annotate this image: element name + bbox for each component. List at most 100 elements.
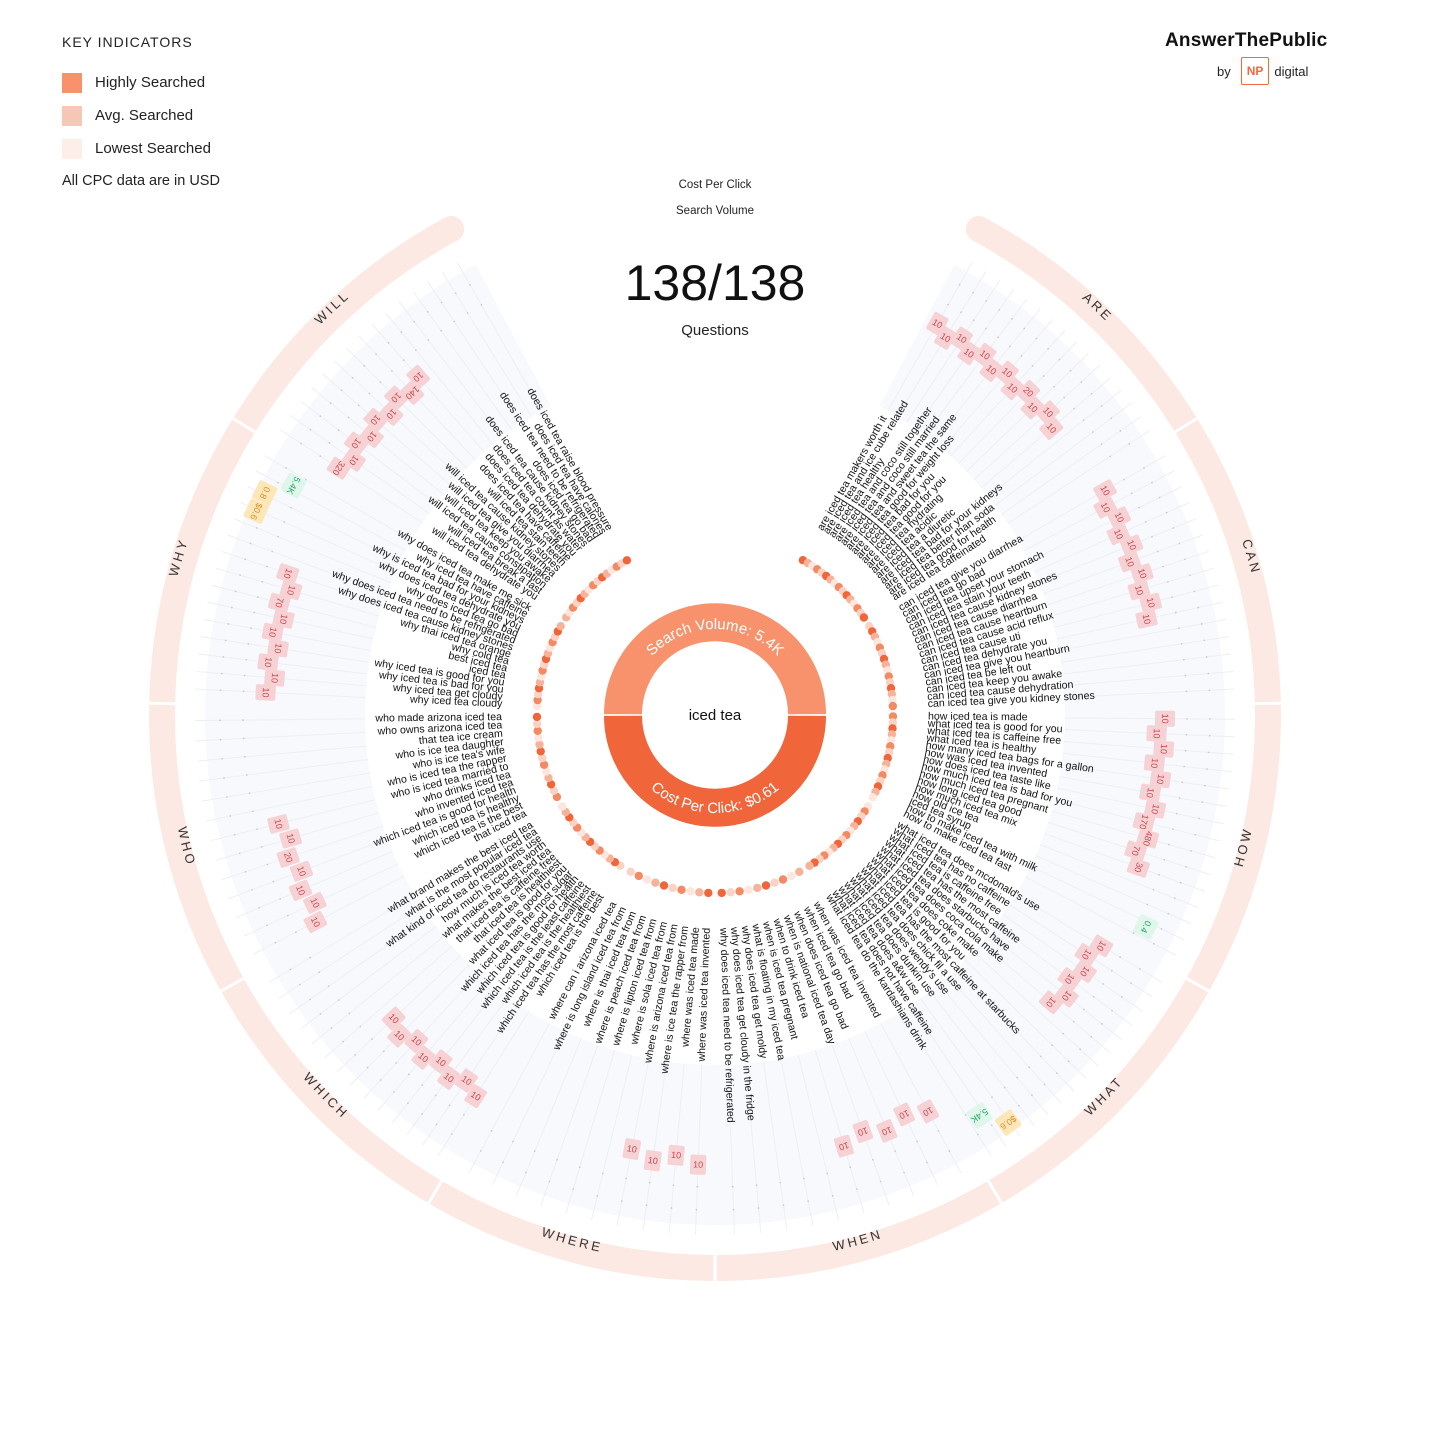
badge-value: 10	[387, 1011, 401, 1025]
badge-bg	[404, 1028, 429, 1053]
empty-cell-dot	[1151, 481, 1153, 484]
badge-value: 10	[411, 370, 425, 384]
ring-divider	[1172, 416, 1200, 435]
spoke-line	[1035, 855, 1192, 925]
empty-cell-dot	[1146, 903, 1149, 906]
spoke-line	[947, 975, 1062, 1104]
ring-divider	[230, 416, 258, 435]
question-label[interactable]: who made arizona iced tea	[374, 711, 502, 724]
empty-cell-dot	[244, 558, 247, 561]
cell-bg	[1133, 914, 1159, 940]
empty-cell-dot	[1119, 430, 1122, 432]
volume-badge: 10	[1127, 580, 1151, 601]
volume-badge: 140	[400, 380, 425, 405]
volume-badge: 10	[1135, 609, 1158, 629]
empty-cell-dot	[696, 1185, 699, 1188]
cpc-arc	[604, 715, 826, 827]
volume-badge: 10	[363, 408, 388, 432]
badge-value: 10	[626, 1143, 638, 1155]
badge-bg	[255, 684, 276, 701]
empty-cell-dot	[1042, 375, 1045, 377]
badge-value: 10	[1005, 381, 1019, 395]
volume-dot	[704, 888, 713, 898]
empty-cell-dot	[274, 941, 277, 944]
spoke-line	[233, 518, 392, 584]
volume-dot	[735, 887, 744, 896]
badge-value: 10	[260, 687, 270, 698]
empty-cell-dot	[340, 389, 343, 392]
empty-cell-dot	[454, 292, 457, 295]
empty-cell-dot	[440, 329, 443, 332]
volume-dot	[542, 767, 551, 776]
badge-value: 10	[308, 896, 321, 909]
badge-bg	[387, 1023, 412, 1048]
empty-cell-dot	[556, 1158, 558, 1161]
empty-cell-dot	[1123, 478, 1125, 481]
spoke-line	[406, 996, 509, 1135]
volume-dot	[534, 733, 543, 742]
spoke-line	[346, 347, 468, 469]
empty-cell-dot	[260, 846, 263, 848]
empty-cell-dot	[227, 623, 230, 625]
badge-bg	[1093, 479, 1117, 502]
question-label[interactable]: where was iced tea invented	[696, 928, 713, 1063]
empty-cell-dot	[480, 303, 483, 306]
spoke-line	[919, 998, 1021, 1137]
empty-cell-dot	[1183, 765, 1186, 768]
empty-cell-dot	[645, 1204, 648, 1207]
volume-badge: 10	[1119, 534, 1144, 556]
spoke-line	[203, 618, 372, 652]
volume-badge: 10	[1139, 592, 1162, 613]
spoke-line	[797, 1054, 840, 1221]
volume-badge: 10	[1107, 506, 1132, 529]
spoke-line	[1064, 688, 1235, 698]
badge-value: 10	[1060, 989, 1074, 1003]
empty-cell-dot	[1173, 897, 1176, 900]
empty-cell-dot	[1017, 1104, 1020, 1107]
badge-bg	[1132, 812, 1156, 832]
empty-cell-dot	[1186, 717, 1188, 720]
empty-cell-dot	[469, 283, 471, 286]
brand-logo[interactable]: AnswerThePublic by NP digital	[1165, 30, 1375, 85]
spoke-line	[988, 389, 1122, 497]
empty-cell-dot	[395, 1062, 398, 1064]
badge-bg	[1038, 990, 1063, 1015]
badge-bg	[934, 325, 957, 350]
badge-bg	[363, 408, 388, 432]
badge-value: 10	[1113, 511, 1126, 524]
question-label[interactable]: why iced tea cloudy	[409, 693, 504, 710]
empty-cell-dot	[223, 777, 225, 779]
empty-cell-dot	[1206, 768, 1208, 770]
badge-bg	[1039, 416, 1064, 440]
empty-cell-dot	[985, 327, 987, 330]
volume-dot	[539, 760, 549, 769]
spoke-line	[427, 281, 523, 424]
volume-dot	[642, 875, 652, 884]
badge-value: 10	[285, 584, 297, 596]
spoke-line	[848, 1038, 915, 1196]
empty-cell-dot	[1092, 995, 1095, 998]
question-label[interactable]: what iced tea is good for you	[927, 718, 1063, 736]
badge-bg	[973, 342, 997, 367]
legend-item-highly: Highly Searched	[62, 66, 220, 99]
spoke-line	[727, 1064, 736, 1235]
badge-value: 10	[1145, 596, 1157, 608]
volume-badge: 10	[1038, 990, 1063, 1015]
volume-dot	[859, 613, 869, 622]
empty-cell-dot	[329, 402, 332, 404]
spoke-line	[253, 875, 405, 955]
volume-dot	[558, 802, 567, 811]
empty-cell-dot	[1100, 443, 1103, 446]
spoke-line	[880, 1023, 962, 1174]
empty-cell-dot	[266, 565, 268, 568]
empty-cell-dot	[525, 1171, 527, 1174]
volume-badge: 10	[303, 910, 328, 934]
volume-dot	[622, 556, 632, 565]
volume-badge: 30	[1126, 857, 1150, 878]
question-count: 138/138	[625, 255, 806, 311]
empty-cell-dot	[277, 481, 279, 484]
empty-cell-dot	[305, 478, 307, 481]
question-label[interactable]: how iced tea is made	[928, 710, 1028, 723]
empty-cell-dot	[1205, 656, 1208, 658]
badge-bg	[950, 326, 974, 351]
